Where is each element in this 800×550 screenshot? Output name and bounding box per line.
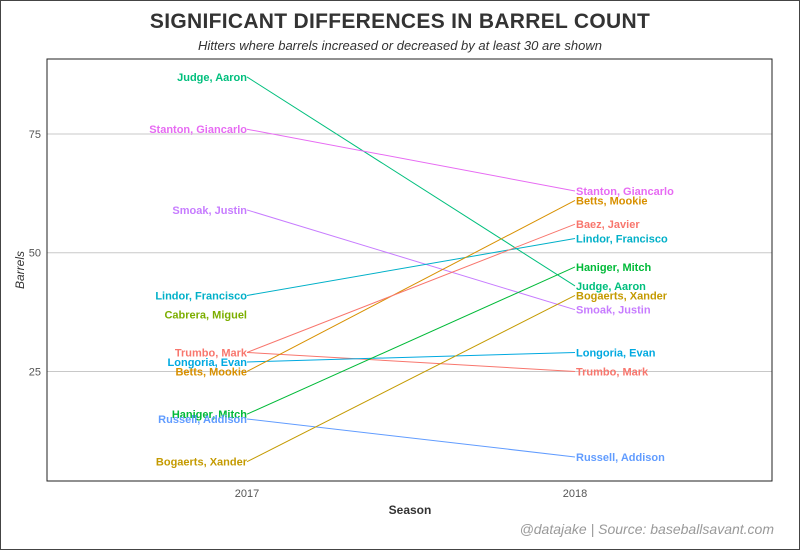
point-label-2018: Longoria, Evan bbox=[576, 347, 656, 359]
point-label-2018: Baez, Javier bbox=[576, 219, 640, 231]
x-axis-label: Season bbox=[389, 503, 432, 517]
point-label-2017: Haniger, Mitch bbox=[172, 409, 247, 421]
point-label-2018: Russell, Addison bbox=[576, 452, 665, 464]
y-tick-label: 50 bbox=[29, 248, 41, 260]
series-line bbox=[246, 209, 576, 311]
point-label-2018: Haniger, Mitch bbox=[576, 262, 651, 274]
series-line bbox=[246, 223, 576, 353]
series-lines bbox=[246, 76, 576, 463]
point-label-2017: Judge, Aaron bbox=[177, 72, 247, 84]
series-line bbox=[246, 200, 576, 372]
series-line bbox=[246, 351, 576, 372]
point-label-2017: Lindor, Francisco bbox=[155, 290, 247, 302]
chart-subtitle: Hitters where barrels increased or decre… bbox=[198, 38, 602, 53]
point-label-2018: Lindor, Francisco bbox=[576, 233, 668, 245]
x-tick-label: 2018 bbox=[563, 488, 587, 500]
y-tick-label: 25 bbox=[29, 366, 41, 378]
point-label-2017: Trumbo, Mark bbox=[175, 347, 248, 359]
x-tick-labels: 2017 2018 bbox=[235, 488, 587, 500]
grid-lines bbox=[47, 133, 772, 372]
point-label-2017: Betts, Mookie bbox=[175, 366, 247, 378]
series-line bbox=[246, 76, 576, 287]
series-line bbox=[246, 237, 576, 296]
point-labels: Judge, Aaron Stanton, Giancarlo Smoak, Jus… bbox=[149, 72, 674, 469]
point-label-2018: Trumbo, Mark bbox=[576, 366, 649, 378]
point-label-2018: Smoak, Justin bbox=[576, 305, 651, 317]
point-label-2017: Smoak, Justin bbox=[172, 205, 247, 217]
point-label-2017: Longoria, Evan bbox=[168, 357, 248, 369]
series-line bbox=[246, 418, 576, 458]
series-line bbox=[246, 128, 576, 192]
series-line bbox=[246, 266, 576, 415]
source-caption: @datajake | Source: baseballsavant.com bbox=[519, 521, 774, 537]
y-tick-label: 75 bbox=[29, 129, 41, 141]
series-line bbox=[246, 295, 576, 463]
x-tick-label: 2017 bbox=[235, 488, 259, 500]
point-label-2018: Bogaerts, Xander bbox=[576, 290, 668, 302]
chart-title: SIGNIFICANT DIFFERENCES IN BARREL COUNT bbox=[149, 10, 651, 33]
plot-panel bbox=[46, 58, 773, 482]
point-label-2018: Betts, Mookie bbox=[576, 195, 648, 207]
series-line bbox=[246, 351, 576, 363]
point-label-2017: Russell, Addison bbox=[158, 414, 247, 426]
point-label-2018: Stanton, Giancarlo bbox=[576, 186, 674, 198]
point-label-2017: Stanton, Giancarlo bbox=[149, 124, 247, 136]
point-label-2017: Cabrera, Miguel bbox=[164, 309, 247, 321]
y-tick-labels: 25 50 75 bbox=[29, 129, 41, 379]
point-label-2017: Bogaerts, Xander bbox=[156, 457, 248, 469]
point-label-2018: Judge, Aaron bbox=[576, 281, 646, 293]
y-axis-label: Barrels bbox=[13, 251, 27, 289]
